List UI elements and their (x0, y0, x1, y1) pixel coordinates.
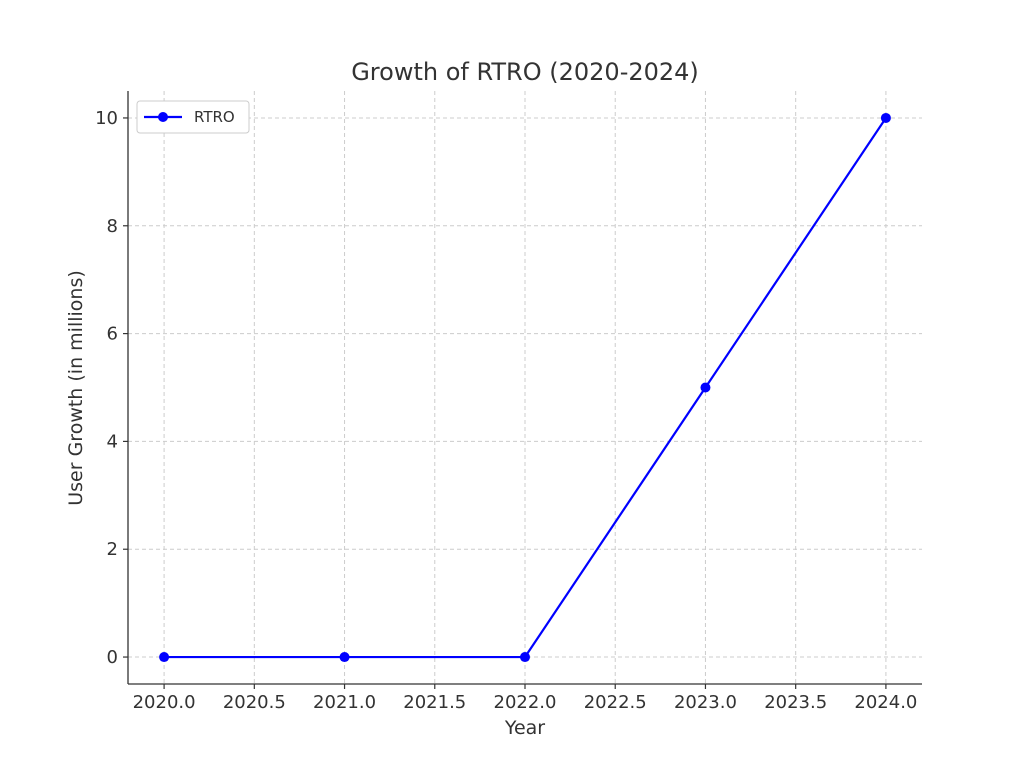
y-tick-label: 4 (107, 431, 118, 452)
x-tick-label: 2022.5 (584, 692, 647, 713)
ticks: 2020.0 2020.5 2021.0 2021.5 2022.0 2022.5 2023… (95, 108, 917, 713)
legend-box (136, 100, 250, 134)
grid (128, 91, 922, 684)
data-point (700, 382, 711, 393)
data-point (880, 112, 891, 123)
y-tick-label: 10 (95, 108, 118, 129)
data-point (520, 652, 530, 663)
y-tick-label: 0 (107, 647, 118, 668)
legend-label-rtro: RTRO (194, 108, 235, 126)
legend-marker (158, 112, 168, 122)
chart-title: Growth of RTRO (2020-2024) (351, 58, 699, 86)
y-tick-label: 2 (107, 539, 118, 560)
legend[interactable]: RTRO (136, 100, 250, 134)
x-tick-label: 2021.0 (313, 692, 376, 713)
series-layer (159, 112, 891, 663)
y-tick-label: 6 (107, 324, 118, 345)
x-tick-label: 2020.0 (133, 692, 196, 713)
x-tick-label: 2021.5 (403, 692, 466, 713)
x-tick-label: 2023.5 (764, 692, 827, 713)
x-tick-label: 2024.0 (854, 692, 917, 713)
y-axis-label: User Growth (in millions) (65, 270, 87, 506)
x-tick-label: 2022.0 (494, 692, 557, 713)
y-tick-label: 8 (107, 216, 118, 237)
x-axis-label: Year (504, 717, 545, 739)
x-tick-label: 2023.0 (674, 692, 737, 713)
data-point (159, 652, 170, 663)
x-tick-label: 2020.5 (223, 692, 286, 713)
data-point (339, 652, 350, 663)
